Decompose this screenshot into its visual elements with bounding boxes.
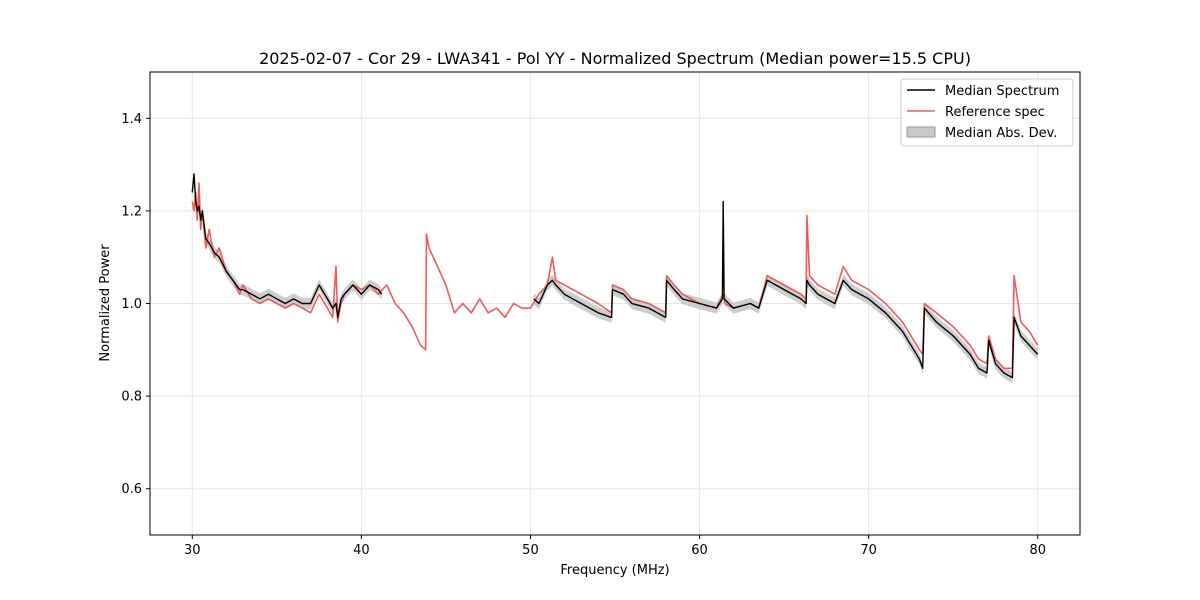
y-tick-label: 0.6 [121, 482, 142, 497]
legend-label-median: Median Spectrum [945, 84, 1059, 99]
y-tick-label: 1.4 [121, 112, 142, 127]
mad-band [533, 196, 1038, 384]
legend-box [900, 78, 1074, 147]
y-tick-label: 0.8 [121, 390, 142, 405]
median-spectrum-line [191, 173, 383, 319]
y-tick-label: 1.0 [121, 297, 142, 312]
mad-band [192, 168, 382, 323]
reference-spectrum-line [191, 182, 1039, 370]
legend-swatch-mad [906, 126, 936, 138]
axis-ticks: 30 40 50 60 70 80 0.6 0.8 1.0 1.2 1.4 [121, 112, 1046, 558]
y-axis-label: Normalized Power [98, 244, 113, 362]
plot-area [191, 168, 1039, 384]
x-tick-label: 40 [353, 543, 370, 558]
legend-label-mad: Median Abs. Dev. [945, 126, 1057, 141]
y-tick-label: 1.2 [121, 204, 142, 219]
x-tick-label: 30 [184, 543, 201, 558]
legend: Median Spectrum Reference spec Median Ab… [900, 78, 1074, 147]
median-spectrum-line [533, 200, 1039, 379]
legend-label-reference: Reference spec [945, 105, 1045, 120]
x-tick-label: 60 [691, 543, 708, 558]
chart-title: 2025-02-07 - Cor 29 - LWA341 - Pol YY - … [259, 49, 971, 68]
x-tick-label: 70 [860, 543, 877, 558]
x-axis-label: Frequency (MHz) [560, 563, 669, 578]
x-tick-label: 50 [522, 543, 539, 558]
x-tick-label: 80 [1029, 543, 1046, 558]
